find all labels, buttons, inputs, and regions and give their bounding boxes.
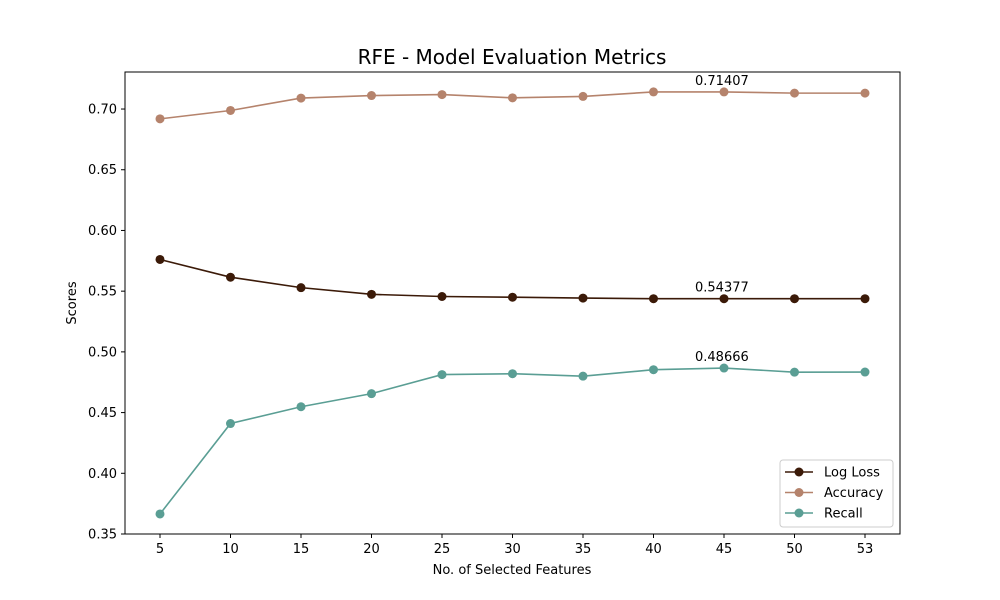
x-tick-label: 53 [857, 542, 874, 557]
legend-label-accuracy: Accuracy [824, 486, 884, 501]
data-point-accuracy [578, 91, 588, 101]
x-tick-label: 35 [575, 542, 592, 557]
y-tick-label: 0.40 [88, 467, 117, 482]
data-point-accuracy [226, 105, 235, 115]
data-point-log-loss [508, 292, 517, 302]
data-point-log-loss [649, 294, 658, 304]
data-point-recall [508, 369, 517, 379]
data-point-recall [437, 370, 447, 380]
legend-frame [779, 459, 894, 528]
data-point-recall [578, 371, 588, 381]
data-point-log-loss [578, 293, 588, 303]
x-tick-label: 30 [504, 542, 521, 557]
value-annotation: 0.48666 [695, 350, 749, 365]
data-point-accuracy [508, 93, 517, 103]
data-point-log-loss [790, 294, 799, 304]
x-tick-label: 15 [293, 542, 310, 557]
y-tick-label: 0.55 [88, 285, 117, 300]
data-point-recall [860, 367, 870, 377]
annotation-layer: 0.71407 0.54377 0.48666 [695, 74, 749, 365]
data-point-recall [649, 365, 658, 375]
legend-marker-recall [794, 508, 804, 518]
data-point-accuracy [367, 91, 376, 101]
data-point-recall [155, 509, 165, 519]
legend-label-log-loss: Log Loss [824, 466, 880, 481]
data-point-recall [719, 363, 729, 373]
data-point-accuracy [790, 88, 799, 98]
data-point-accuracy [155, 114, 165, 124]
data-point-log-loss [719, 294, 729, 304]
series-line-recall [159, 367, 866, 515]
data-point-accuracy [860, 88, 870, 98]
data-point-accuracy [437, 90, 447, 100]
y-tick-label: 0.65 [88, 163, 117, 178]
x-tick-label: 45 [716, 542, 733, 557]
y-tick-label: 0.70 [88, 103, 117, 118]
data-point-log-loss [296, 283, 306, 293]
chart-title: RFE - Model Evaluation Metrics [358, 45, 667, 69]
data-point-recall [226, 419, 235, 429]
value-annotation: 0.54377 [695, 281, 749, 296]
data-point-recall [790, 367, 799, 377]
y-tick-label: 0.45 [88, 406, 117, 421]
data-point-log-loss [437, 292, 447, 302]
data-point-accuracy [296, 93, 306, 103]
legend-label-recall: Recall [824, 507, 863, 522]
x-tick-label: 40 [645, 542, 662, 557]
value-annotation: 0.71407 [695, 74, 749, 89]
x-tick-label: 50 [786, 542, 803, 557]
y-tick-label: 0.35 [88, 528, 117, 543]
data-point-log-loss [155, 254, 165, 264]
legend-marker-log-loss [794, 467, 804, 477]
y-tick-label: 0.50 [88, 345, 117, 360]
data-point-log-loss [226, 272, 235, 282]
legend-marker-accuracy [794, 488, 804, 497]
x-tick-label: 5 [156, 542, 164, 557]
legend: Log Loss Accuracy Recall [779, 459, 894, 528]
data-point-recall [367, 389, 376, 399]
x-tick-label: 20 [363, 542, 380, 557]
data-point-log-loss [860, 294, 870, 304]
x-tick-label: 25 [434, 542, 451, 557]
series-layer [155, 87, 870, 519]
data-point-log-loss [367, 289, 376, 299]
y-axis: 0.35 0.40 0.45 0.50 0.55 0.60 0.65 0.70 [88, 103, 125, 543]
x-axis: 5 10 15 20 25 30 35 40 45 50 53 [156, 534, 873, 557]
data-point-recall [296, 402, 306, 412]
data-point-accuracy [649, 87, 658, 97]
y-axis-label: Scores [65, 281, 80, 324]
y-tick-label: 0.60 [88, 224, 117, 239]
x-tick-label: 10 [222, 542, 239, 557]
data-point-accuracy [719, 87, 729, 97]
x-axis-label: No. of Selected Features [433, 563, 592, 578]
